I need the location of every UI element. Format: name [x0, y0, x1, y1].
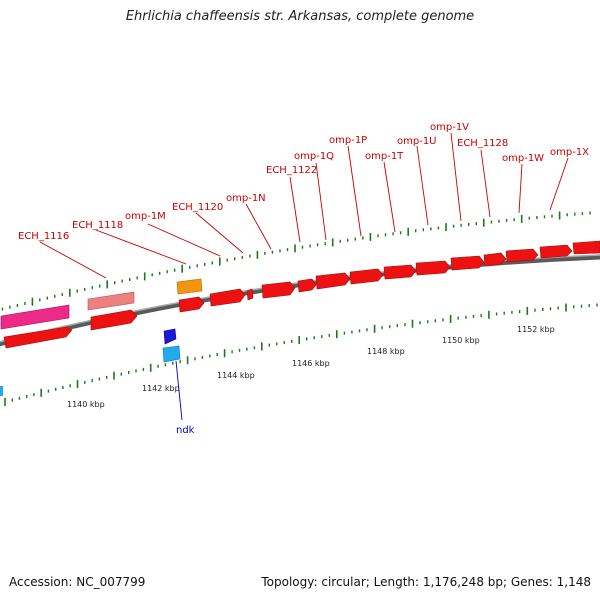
gene-edge-cyan[interactable] [0, 386, 3, 396]
upper-tick-track [1, 211, 591, 311]
label-callouts [39, 132, 569, 279]
gene-ndk[interactable] [162, 328, 181, 363]
gene-omp-1P[interactable] [349, 268, 384, 285]
gene-small-1[interactable] [246, 288, 254, 301]
gene-ECH_1118[interactable] [87, 291, 138, 331]
gene-ECH_1122[interactable] [297, 278, 317, 293]
lower-tick-track [4, 303, 598, 406]
gene-ECH_1116[interactable] [0, 304, 73, 349]
gene-omp-1X[interactable] [539, 244, 573, 259]
tick-label-1140: 1140 kbp [67, 400, 105, 409]
tick-label-1146: 1146 kbp [292, 359, 330, 368]
gene-label-omp-1W: omp-1W [502, 153, 544, 164]
gene-omp-1T[interactable] [383, 264, 417, 280]
gene-omp-1M[interactable] [178, 296, 205, 313]
gene-omp-1U[interactable] [415, 260, 451, 276]
tick-label-1142: 1142 kbp [142, 384, 180, 393]
tick-label-1144: 1144 kbp [217, 371, 255, 380]
gene-label-omp-1X: omp-1X [550, 147, 589, 158]
gene-label-ECH_1120: ECH_1120 [172, 202, 223, 213]
gene-label-omp-1T: omp-1T [365, 151, 404, 162]
gene-label-ndk: ndk [176, 425, 195, 436]
tick-label-1152: 1152 kbp [517, 325, 555, 334]
gene-label-ECH_1128: ECH_1128 [457, 138, 508, 149]
gene-ECH_1120[interactable] [209, 288, 246, 307]
footer-topology: Topology: circular; Length: 1,176,248 bp… [261, 575, 591, 589]
gene-ECH_1128[interactable] [483, 252, 507, 267]
gene-label-omp-1V: omp-1V [430, 122, 469, 133]
gene-label-ECH_1122: ECH_1122 [266, 165, 317, 176]
tick-label-1148: 1148 kbp [367, 347, 405, 356]
gene-label-ECH_1118: ECH_1118 [72, 220, 123, 231]
gene-label-omp-1M: omp-1M [125, 211, 166, 222]
gene-omp-1V[interactable] [450, 255, 485, 271]
gene-label-omp-1P: omp-1P [329, 135, 367, 146]
gene-omp-1Q[interactable] [315, 272, 351, 290]
tick-label-1150: 1150 kbp [442, 336, 480, 345]
gene-label-ECH_1116: ECH_1116 [18, 231, 69, 242]
gene-edge[interactable] [572, 240, 600, 255]
page-title: Ehrlichia chaffeensis str. Arkansas, com… [125, 9, 475, 24]
ndk-callout [175, 360, 183, 421]
genome-backbone [0, 254, 600, 347]
gene-omp-1N[interactable] [261, 281, 296, 299]
gene-label-omp-1Q: omp-1Q [294, 151, 334, 162]
footer-accession: Accession: NC_007799 [9, 575, 146, 589]
gene-omp-1W[interactable] [505, 248, 539, 263]
gene-label-omp-1N: omp-1N [226, 193, 266, 204]
gene-label-omp-1U: omp-1U [397, 136, 437, 147]
gene-orange[interactable] [176, 278, 203, 295]
